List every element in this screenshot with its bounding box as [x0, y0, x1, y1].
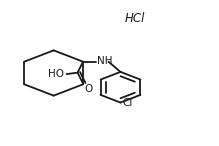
Text: NH: NH	[97, 56, 112, 66]
Text: HCl: HCl	[124, 12, 145, 25]
Text: Cl: Cl	[122, 98, 133, 108]
Text: HO: HO	[48, 69, 64, 79]
Text: O: O	[84, 84, 92, 94]
